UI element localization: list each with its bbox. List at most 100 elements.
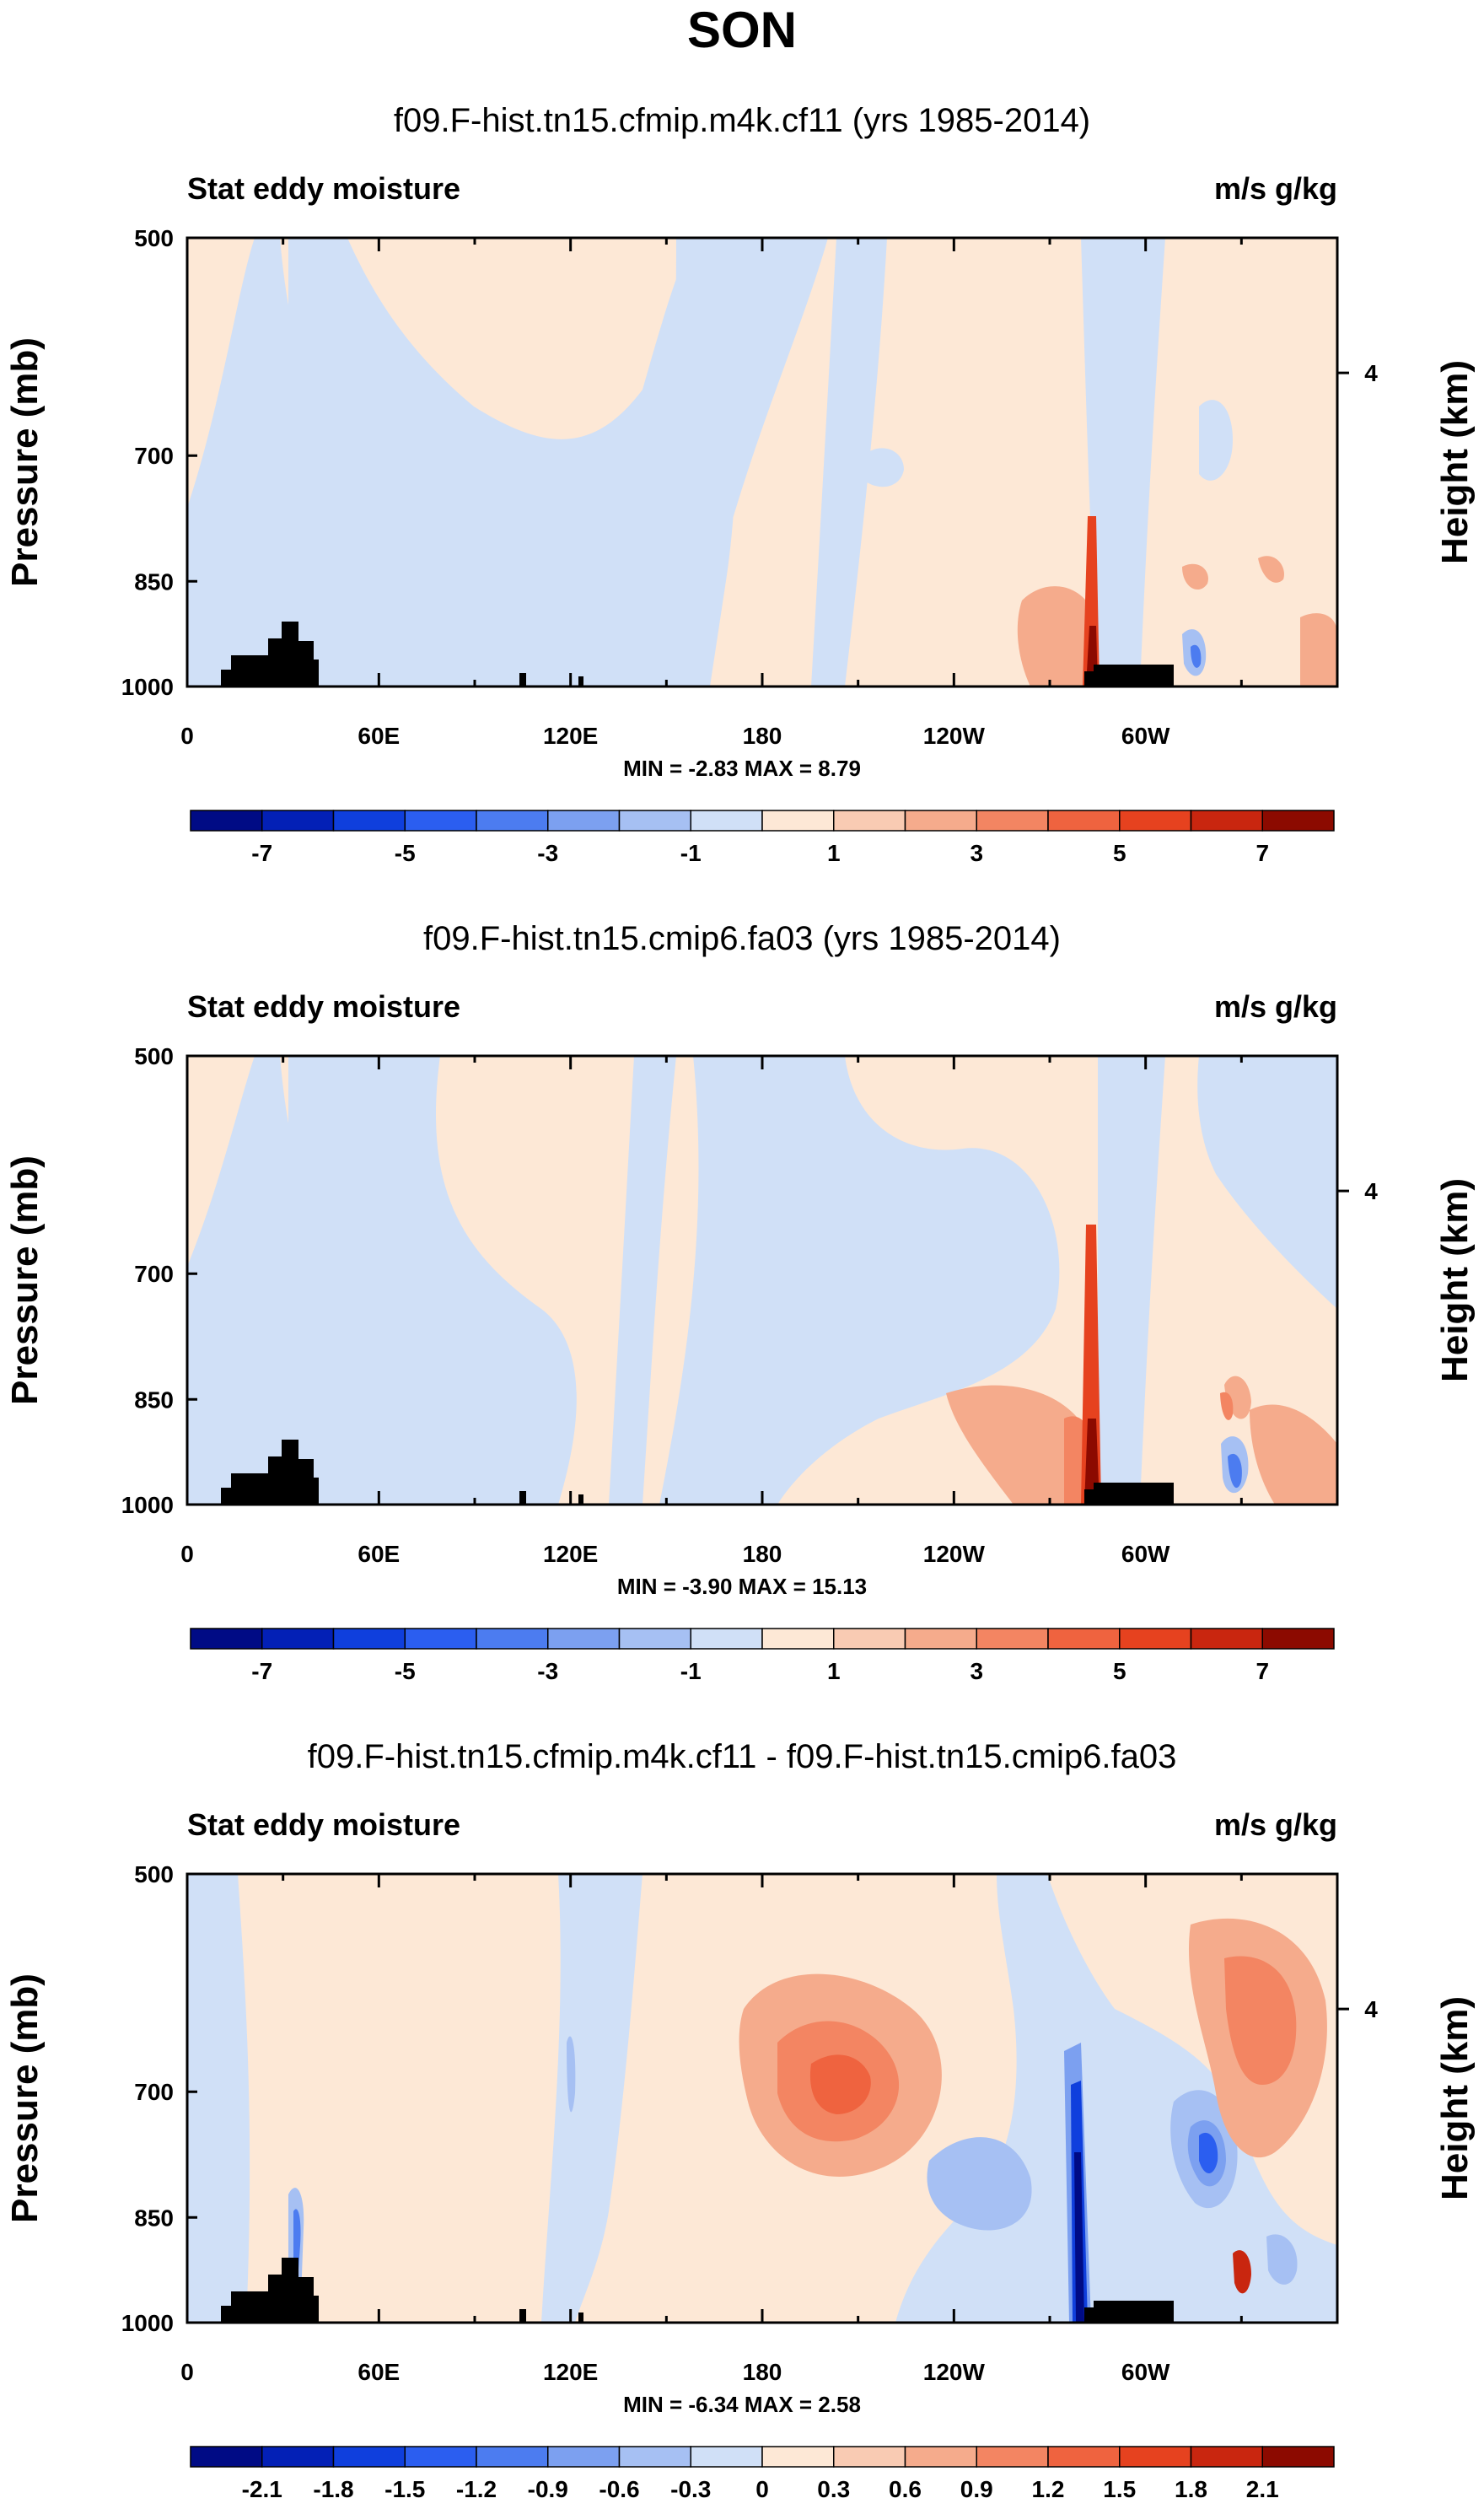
contour-region: [1074, 2152, 1084, 2323]
colorbar-label: 7: [1255, 1658, 1269, 1684]
colorbar-swatch: [547, 1628, 621, 1650]
contour-region: [187, 1874, 250, 2323]
colorbar-label: 0: [755, 2476, 769, 2502]
min-max-max: 8.79: [812, 756, 861, 781]
y-tick-label: 500: [134, 1043, 174, 1069]
colorbar-swatch: [904, 2446, 977, 2468]
contour-region: [1182, 563, 1208, 590]
contour-region: [288, 1056, 577, 1505]
contour-region: [567, 2036, 576, 2113]
min-max: MIN = -6.34 MAX = 2.58: [623, 2392, 861, 2417]
x-tick-label: 120W: [923, 1541, 986, 1567]
colorbar-swatch: [833, 810, 906, 832]
colorbar-swatch: [690, 2446, 763, 2468]
colorbar-swatch: [261, 810, 335, 832]
x-tick-label: 120E: [543, 723, 598, 749]
contour-region: [811, 238, 887, 686]
y-axis-label-right: Height (km): [1434, 1178, 1476, 1382]
x-tick-label: 60E: [358, 723, 400, 749]
colorbar: -7 -5 -3 -1 1 3 5 7: [190, 1628, 1335, 1684]
colorbar-swatch: [833, 1628, 906, 1650]
x-tick-label: 120E: [543, 2359, 598, 2385]
right-tick-label: 4: [1364, 1996, 1378, 2022]
colorbar-label: -1: [680, 1658, 702, 1684]
y-tick-label: 1000: [121, 674, 174, 700]
x-tick-label: 0: [180, 723, 194, 749]
contour-region: [1228, 1453, 1242, 1489]
colorbar: -2.1 -1.8 -1.5 -1.2 -0.9 -0.6 -0.3 0 0.3 0.6 0.9 1.…: [190, 2446, 1335, 2502]
colorbar-label: 0.3: [817, 2476, 850, 2502]
colorbar-swatch: [1119, 1628, 1192, 1650]
colorbar-swatch: [618, 1628, 691, 1650]
y-tick-label: 500: [134, 1861, 174, 1887]
contour-region: [1199, 400, 1233, 481]
colorbar-swatch: [761, 810, 835, 832]
colorbar-swatch: [261, 2446, 335, 2468]
contour-region: [1266, 2234, 1298, 2285]
contour-region: [1199, 2132, 1218, 2173]
y-tick-label: 700: [134, 443, 174, 469]
contour-region: [659, 1056, 1060, 1505]
panel-1: f09.F-hist.tn15.cfmip.m4k.cf11 (yrs 1985…: [4, 102, 1476, 866]
topography-mask: [221, 2258, 1174, 2323]
y-tick-label: 850: [134, 568, 174, 595]
y-axis-label: Pressure (mb): [4, 1155, 46, 1405]
colorbar-label: 1.8: [1175, 2476, 1207, 2502]
colorbar-swatch: [1261, 2446, 1335, 2468]
right-tick-label: 4: [1364, 360, 1378, 386]
colorbar-swatch: [904, 1628, 977, 1650]
y-axis-label: Pressure (mb): [4, 1973, 46, 2223]
contour-region: [862, 448, 904, 487]
min-max-min: -3.90: [676, 1574, 733, 1599]
colorbar-swatch: [404, 810, 477, 832]
colorbar-swatch: [976, 1628, 1049, 1650]
x-tick-label: 180: [743, 723, 782, 749]
contour-region: [1250, 1404, 1337, 1505]
contour-region: [809, 2054, 871, 2114]
colorbar-label: 3: [970, 840, 983, 866]
panel-left-string: Stat eddy moisture: [187, 1807, 460, 1842]
colorbar-label: -0.9: [528, 2476, 568, 2502]
panel-right-string: m/s g/kg: [1214, 989, 1337, 1024]
y-tick-label: 700: [134, 1261, 174, 1287]
x-tick-label: 120W: [923, 723, 986, 749]
colorbar-swatch: [476, 2446, 549, 2468]
contour-region: [1220, 1392, 1234, 1420]
colorbar-swatch: [1047, 2446, 1121, 2468]
contour-region: [609, 1056, 676, 1505]
min-max-min-label: MIN =: [623, 756, 682, 781]
panel-right-string: m/s g/kg: [1214, 171, 1337, 206]
contour-region: [1233, 2250, 1251, 2294]
colorbar-label: -1.5: [384, 2476, 425, 2502]
colorbar-swatch: [190, 810, 263, 832]
colorbar-label: -1.2: [456, 2476, 497, 2502]
x-tick-label: 120W: [923, 2359, 986, 2385]
colorbar-swatch: [833, 2446, 906, 2468]
panel-left-string: Stat eddy moisture: [187, 989, 460, 1024]
topography-mask: [221, 1440, 1174, 1505]
y-tick-label: 1000: [121, 2310, 174, 2336]
x-tick-label: 180: [743, 2359, 782, 2385]
panel-right-string: m/s g/kg: [1214, 1807, 1337, 1842]
colorbar-swatch: [1190, 1628, 1263, 1650]
min-max-max-label: MAX =: [739, 2392, 812, 2417]
contour-region: [1197, 1056, 1337, 1309]
colorbar-swatch: [332, 1628, 406, 1650]
colorbar-swatch: [690, 810, 763, 832]
colorbar-label: -1.8: [313, 2476, 353, 2502]
panel-3: f09.F-hist.tn15.cfmip.m4k.cf11 - f09.F-h…: [4, 1738, 1476, 2502]
colorbar-swatch: [476, 810, 549, 832]
colorbar-label: 7: [1255, 840, 1269, 866]
colorbar-swatch: [1119, 810, 1192, 832]
contour-region: [1300, 613, 1337, 686]
x-tick-label: 60E: [358, 2359, 400, 2385]
colorbar-label: -3: [537, 840, 558, 866]
y-tick-label: 850: [134, 2205, 174, 2231]
y-tick-label: 700: [134, 2079, 174, 2105]
contour-region: [1098, 1056, 1165, 1505]
colorbar-label: 5: [1113, 1658, 1126, 1684]
colorbar-swatch: [1047, 810, 1121, 832]
colorbar-swatch: [1261, 1628, 1335, 1650]
panel-title: f09.F-hist.tn15.cfmip.m4k.cf11 (yrs 1985…: [394, 102, 1090, 139]
